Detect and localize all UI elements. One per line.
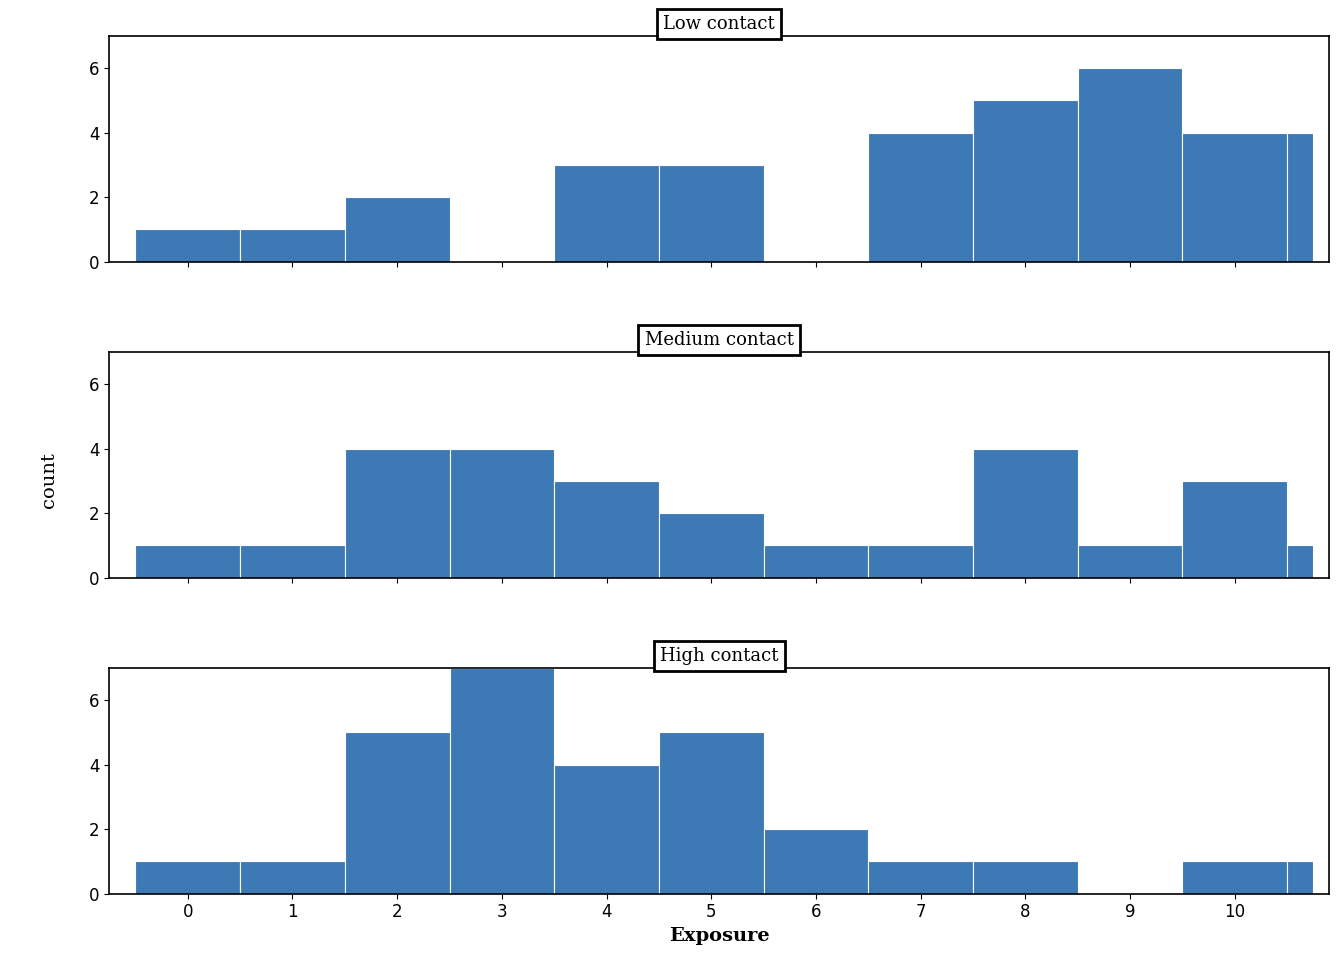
Bar: [241, 545, 345, 578]
Bar: [345, 448, 449, 578]
Bar: [659, 165, 763, 262]
Bar: [449, 668, 554, 894]
Bar: [136, 861, 241, 894]
Bar: [763, 545, 868, 578]
Title: Medium contact: Medium contact: [645, 331, 794, 349]
Bar: [868, 132, 973, 262]
Bar: [241, 861, 345, 894]
X-axis label: Exposure: Exposure: [669, 927, 770, 945]
Bar: [136, 229, 241, 262]
Bar: [1288, 545, 1313, 578]
Bar: [1183, 132, 1288, 262]
Bar: [241, 229, 345, 262]
Bar: [1288, 132, 1313, 262]
Bar: [659, 514, 763, 578]
Bar: [554, 165, 659, 262]
Bar: [554, 481, 659, 578]
Bar: [868, 545, 973, 578]
Bar: [973, 448, 1078, 578]
Title: Low contact: Low contact: [663, 15, 775, 33]
Bar: [868, 861, 973, 894]
Text: count: count: [40, 452, 58, 508]
Bar: [1183, 481, 1288, 578]
Bar: [763, 829, 868, 894]
Bar: [136, 545, 241, 578]
Bar: [973, 101, 1078, 262]
Bar: [659, 732, 763, 894]
Bar: [345, 197, 449, 262]
Bar: [345, 732, 449, 894]
Bar: [1078, 545, 1183, 578]
Bar: [554, 765, 659, 894]
Bar: [1183, 861, 1288, 894]
Bar: [1288, 861, 1313, 894]
Bar: [973, 861, 1078, 894]
Bar: [449, 448, 554, 578]
Bar: [1078, 68, 1183, 262]
Title: High contact: High contact: [660, 647, 778, 665]
